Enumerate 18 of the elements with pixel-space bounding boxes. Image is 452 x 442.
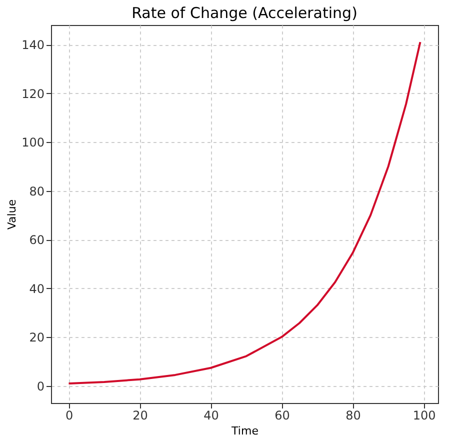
- x-tick-label: 60: [274, 408, 290, 422]
- y-tick-label: 120: [22, 86, 44, 101]
- y-tick-label: 0: [36, 379, 44, 394]
- x-tick-label: 100: [412, 408, 436, 422]
- y-tick-label: 100: [22, 136, 44, 150]
- y-tick-label: 20: [29, 330, 44, 345]
- y-tick-label: 140: [22, 38, 44, 52]
- x-tick-label: 40: [204, 408, 219, 422]
- y-tick-label: 80: [29, 184, 44, 198]
- y-axis-title: Value: [6, 199, 19, 230]
- chart-title: Rate of Change (Accelerating): [132, 4, 358, 22]
- y-tick-label: 60: [29, 233, 44, 248]
- x-axis-title: Time: [230, 424, 259, 438]
- line-series: [68, 41, 422, 384]
- y-tick-label: 40: [29, 282, 44, 296]
- x-tick-label: 20: [132, 408, 148, 422]
- x-tick-label: 80: [346, 408, 361, 422]
- x-tick-label: 0: [65, 408, 74, 422]
